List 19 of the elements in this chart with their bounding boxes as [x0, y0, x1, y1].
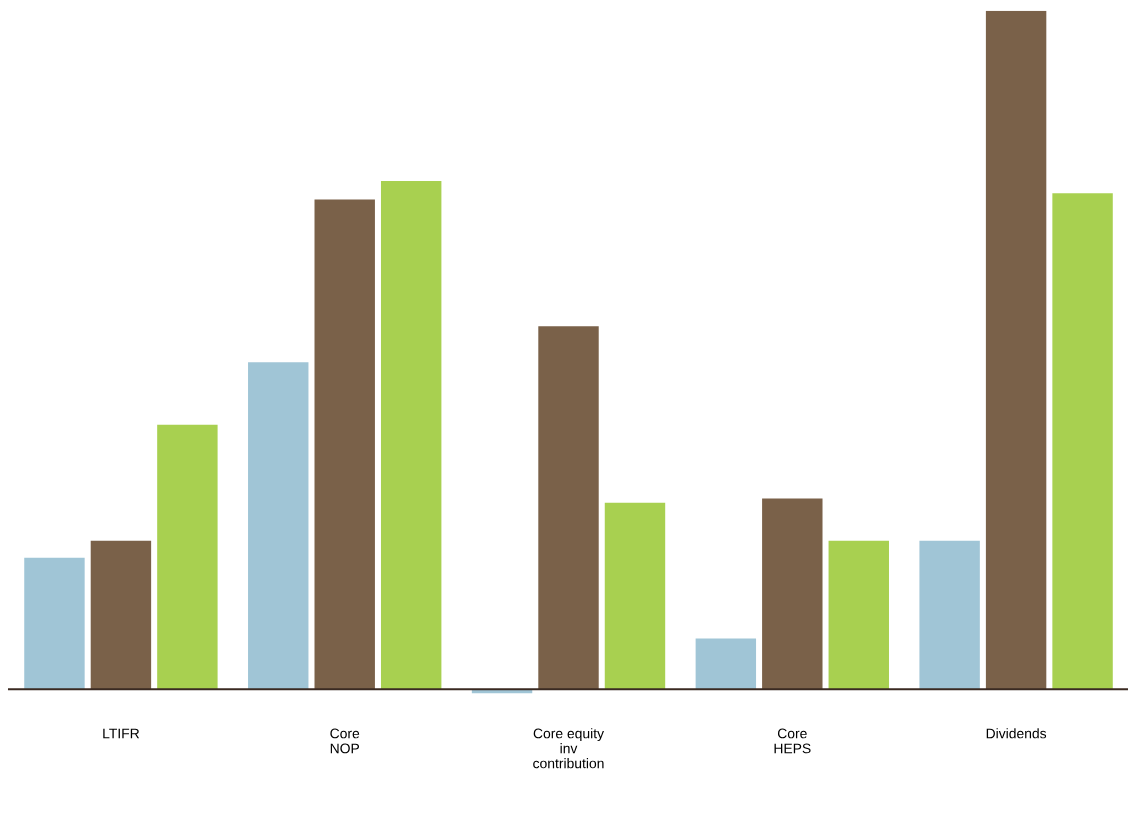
bar [919, 540, 980, 690]
x-tick-label: Dividends [986, 728, 1047, 739]
bar [380, 181, 442, 690]
x-tick-label: LTIFR [103, 728, 140, 739]
bar [1052, 193, 1113, 690]
bar [828, 540, 889, 690]
x-tick-label: Core HEPS [774, 728, 811, 754]
bar [604, 502, 666, 690]
bar [985, 10, 1047, 690]
bar [762, 498, 823, 690]
bar [538, 326, 599, 690]
bar [157, 424, 218, 690]
x-tick-label: Core NOP [330, 728, 360, 754]
bar [90, 540, 152, 690]
bar [695, 638, 757, 690]
bar [248, 362, 309, 690]
bar [314, 199, 375, 690]
x-tick-label: Core equity inv contribution [533, 728, 604, 769]
bar [24, 557, 85, 690]
